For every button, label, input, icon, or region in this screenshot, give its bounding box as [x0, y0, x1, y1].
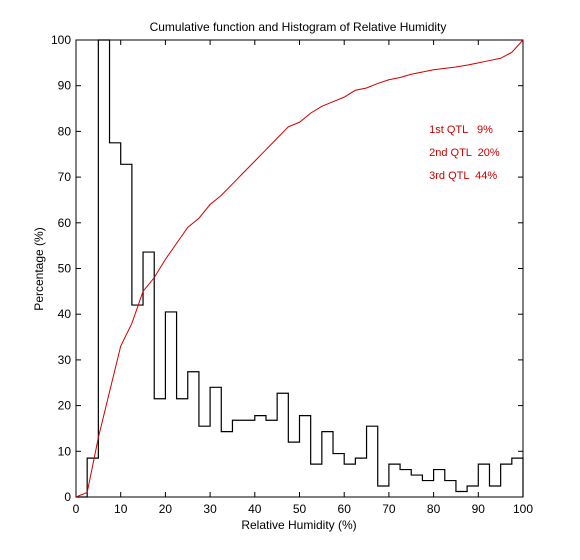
x-tick-label: 10 — [114, 502, 128, 516]
y-tick-label: 10 — [58, 444, 72, 458]
x-axis-label: Relative Humidity (%) — [241, 518, 356, 532]
y-tick-label: 70 — [58, 170, 72, 184]
x-tick-label: 90 — [472, 502, 486, 516]
chart-title: Cumulative function and Histogram of Rel… — [150, 20, 447, 34]
x-tick-label: 30 — [203, 502, 217, 516]
x-tick-label: 100 — [513, 502, 533, 516]
x-tick-label: 70 — [382, 502, 396, 516]
y-tick-label: 80 — [58, 124, 72, 138]
x-tick-label: 20 — [159, 502, 173, 516]
x-tick-label: 50 — [293, 502, 307, 516]
y-tick-label: 40 — [58, 307, 72, 321]
histogram-series — [76, 39, 524, 498]
quantile-annotations: 1st QTL 9% 2nd QTL 20% 3rd QTL 44% — [429, 124, 500, 182]
x-tick-label: 40 — [248, 502, 262, 516]
y-tick-label: 60 — [58, 216, 72, 230]
quantile-annotation: 2nd QTL 20% — [429, 147, 500, 159]
y-tick-label: 100 — [51, 33, 71, 47]
x-axis-ticks: 0 10 20 30 40 50 60 70 80 90 100 — [73, 40, 533, 516]
cumulative-series — [75, 39, 524, 498]
y-axis-label: Percentage (%) — [32, 227, 46, 310]
x-tick-label: 60 — [338, 502, 352, 516]
y-tick-label: 20 — [58, 399, 72, 413]
quantile-annotation: 3rd QTL 44% — [429, 170, 497, 182]
x-tick-label: 0 — [73, 502, 80, 516]
y-axis-ticks: 0 10 20 30 40 50 60 70 80 90 100 — [51, 33, 523, 504]
quantile-annotation: 1st QTL 9% — [429, 124, 493, 136]
y-tick-label: 0 — [64, 490, 71, 504]
x-tick-label: 80 — [427, 502, 441, 516]
y-tick-label: 50 — [58, 262, 72, 276]
y-tick-label: 90 — [58, 79, 72, 93]
y-tick-label: 30 — [58, 353, 72, 367]
